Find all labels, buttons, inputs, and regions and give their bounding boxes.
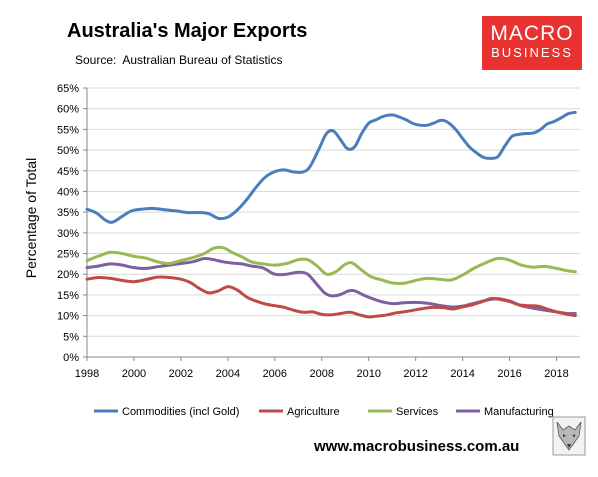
x-tick-label: 2008 (310, 368, 334, 380)
series-lines (85, 110, 577, 319)
x-tick-labels: 1998 2000 2002 2004 2006 2008 2010 2012 2014 2016… (75, 368, 569, 380)
y-axis-label: Percentage of Total (23, 158, 39, 278)
y-tick-label: 45% (57, 166, 79, 178)
x-tick-label: 2014 (450, 368, 474, 380)
series-line-services (85, 245, 577, 286)
legend-label-services: Services (396, 406, 439, 418)
logo-line1: MACRO (490, 22, 574, 45)
legend-label-manufacturing: Manufacturing (484, 406, 554, 418)
y-tick-label: 10% (57, 311, 79, 323)
y-tick-label: 5% (63, 331, 79, 343)
series-line-manufacturing (85, 256, 577, 316)
x-tick-label: 2004 (216, 368, 240, 380)
macrobusiness-logo: MACRO BUSINESS (482, 16, 582, 70)
legend-label-commodities-incl-gold: Commodities (incl Gold) (122, 406, 239, 418)
y-tick-label: 30% (57, 228, 79, 240)
series-line-commodities-incl-gold (85, 110, 577, 224)
footer-url: www.macrobusiness.com.au (314, 438, 520, 455)
y-tick-label: 55% (57, 124, 79, 136)
legend-label-agriculture: Agriculture (287, 406, 340, 418)
x-tick-label: 2000 (122, 368, 146, 380)
y-tick-label: 65% (57, 83, 79, 95)
series-line-agriculture (85, 275, 577, 319)
y-tick-label: 20% (57, 269, 79, 281)
y-tick-label: 35% (57, 207, 79, 219)
y-tick-label: 40% (57, 186, 79, 198)
x-tick-label: 2018 (544, 368, 568, 380)
x-tick-label: 1998 (75, 368, 99, 380)
x-tick-label: 2016 (497, 368, 521, 380)
chart-title: Australia's Major Exports (67, 20, 308, 42)
y-tick-label: 60% (57, 104, 79, 116)
y-tick-label: 15% (57, 290, 79, 302)
source-line: Source: Australian Bureau of Statistics (75, 53, 282, 67)
legend: Commodities (incl Gold) Agriculture Servic… (94, 406, 554, 418)
source-value: Australian Bureau of Statistics (122, 53, 283, 67)
source-label: Source: (75, 53, 117, 67)
y-tick-label: 25% (57, 249, 79, 261)
y-tick-label: 50% (57, 145, 79, 157)
y-tick-labels: 0% 5% 10% 15% 20% 25% 30% 35% 40% 45% 50% 55% 60% 65% (57, 83, 79, 364)
x-tick-label: 2006 (263, 368, 287, 380)
x-tick-label: 2012 (403, 368, 427, 380)
fox-mascot-icon (552, 416, 586, 456)
x-tick-label: 2002 (169, 368, 193, 380)
x-tick-label: 2010 (356, 368, 380, 380)
y-tick-label: 0% (63, 352, 79, 364)
axes (83, 87, 580, 361)
logo-line2: BUSINESS (491, 45, 573, 60)
